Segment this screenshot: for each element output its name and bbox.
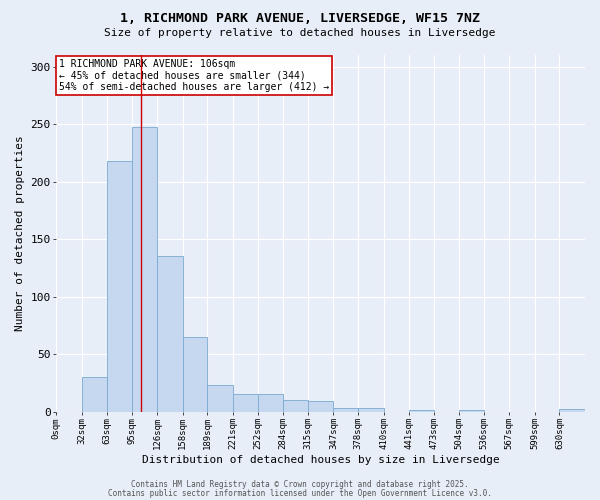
Bar (459, 410, 484, 412)
Bar (233, 394, 257, 411)
Bar (257, 394, 283, 411)
Y-axis label: Number of detached properties: Number of detached properties (15, 136, 25, 331)
Bar (157, 256, 182, 412)
Text: Contains public sector information licensed under the Open Government Licence v3: Contains public sector information licen… (108, 488, 492, 498)
Bar (182, 337, 207, 411)
Bar (207, 385, 233, 411)
Bar (82, 377, 107, 412)
Text: 1, RICHMOND PARK AVENUE, LIVERSEDGE, WF15 7NZ: 1, RICHMOND PARK AVENUE, LIVERSEDGE, WF1… (120, 12, 480, 26)
Bar (334, 408, 358, 412)
Bar (358, 408, 384, 412)
X-axis label: Distribution of detached houses by size in Liversedge: Distribution of detached houses by size … (142, 455, 500, 465)
Bar (132, 128, 157, 412)
Bar (107, 161, 132, 411)
Text: 1 RICHMOND PARK AVENUE: 106sqm
← 45% of detached houses are smaller (344)
54% of: 1 RICHMOND PARK AVENUE: 106sqm ← 45% of … (59, 58, 329, 92)
Text: Size of property relative to detached houses in Liversedge: Size of property relative to detached ho… (104, 28, 496, 38)
Bar (409, 410, 434, 412)
Bar (308, 402, 334, 411)
Bar (559, 410, 585, 412)
Bar (283, 400, 308, 411)
Text: Contains HM Land Registry data © Crown copyright and database right 2025.: Contains HM Land Registry data © Crown c… (131, 480, 469, 489)
